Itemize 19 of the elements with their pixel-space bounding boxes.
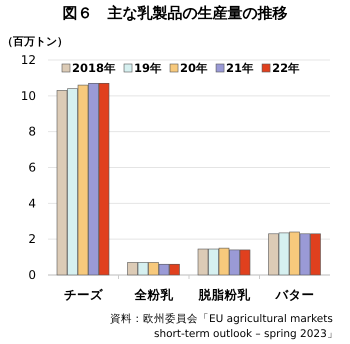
y-tick-label: 2 (28, 232, 36, 246)
text: 資料：欧州委員会「EU agricultural markets short-term outlook – spring 2023」 (110, 312, 339, 342)
y-tick-label: 4 (28, 196, 36, 210)
legend-label: 20年 (180, 61, 208, 75)
legend-label: 19年 (134, 61, 162, 75)
chart-title: 図６ 主な乳製品の生産量の推移 (62, 4, 288, 23)
legend-label: 22年 (272, 61, 300, 75)
x-tick-label: 脱脂粉乳 (197, 287, 252, 302)
legend-label: 2018年 (72, 61, 116, 75)
y-tick-label: 10 (20, 88, 36, 103)
x-tick-label: 全粉乳 (133, 287, 174, 302)
y-tick-label: 6 (28, 160, 36, 174)
legend-label: 21年 (226, 61, 254, 75)
y-tick-label: 8 (28, 124, 36, 139)
y-tick-label: 0 (28, 268, 36, 282)
y-axis-title: （百万トン） (2, 34, 68, 49)
y-tick-label: 12 (20, 53, 36, 67)
x-tick-label: バター (274, 287, 314, 302)
x-tick-label: チーズ (64, 287, 104, 302)
